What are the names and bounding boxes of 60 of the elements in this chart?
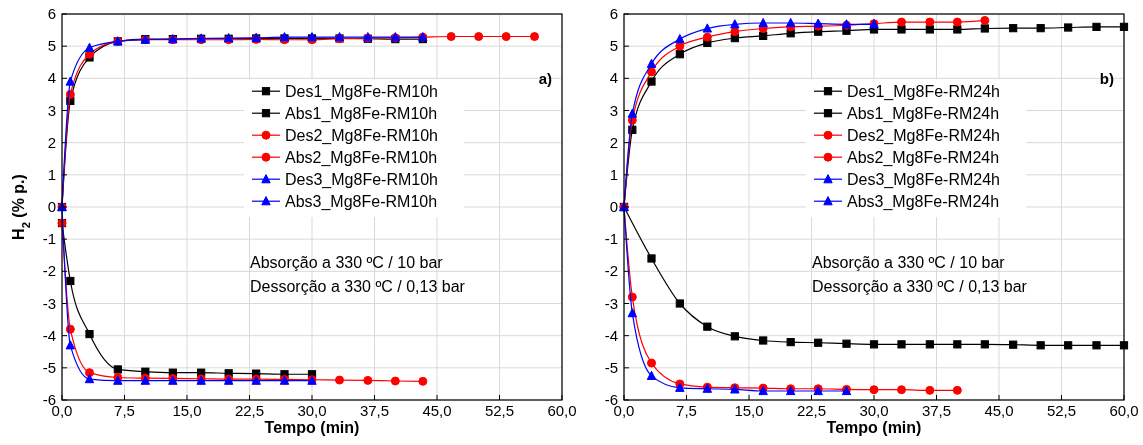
legend-label: Des3_Mg8Fe-RM10h [285, 171, 438, 190]
x-tick-label: 15,0 [734, 402, 764, 419]
y-tick-label: -1 [604, 230, 618, 248]
y-tick-label: 0 [609, 198, 618, 215]
y-tick-label: 4 [609, 69, 618, 87]
x-tick-label: 37,5 [359, 402, 390, 419]
x-tick-label: 30,0 [859, 402, 889, 419]
y-tick-label: 1 [609, 165, 618, 183]
x-axis-title: Tempo (min) [264, 419, 360, 436]
y-tick-label: 3 [609, 101, 618, 119]
annotation: Absorção a 330 ºC / 10 bar [812, 254, 1006, 272]
legend-label: Abs2_Mg8Fe-RM10h [285, 149, 438, 168]
y-tick-label: 6 [47, 5, 56, 22]
legend-label: Abs3_Mg8Fe-RM24h [847, 193, 1000, 212]
legend-label: Abs2_Mg8Fe-RM24h [847, 149, 1000, 168]
x-tick-label: 15,0 [172, 402, 202, 419]
x-tick-label: 7,5 [676, 402, 697, 419]
y-tick-label: 0 [47, 198, 56, 215]
x-axis-title: Tempo (min) [826, 419, 922, 436]
y-tick-label: 2 [47, 133, 56, 151]
x-tick-label: 7,5 [114, 402, 135, 419]
annotation: Dessorção a 330 ºC / 0,13 bar [812, 278, 1028, 296]
legend-label: Abs1_Mg8Fe-RM10h [285, 105, 438, 124]
annotation: Absorção a 330 ºC / 10 bar [250, 254, 444, 272]
y-tick-label: 5 [47, 37, 56, 55]
y-tick-label: 3 [47, 101, 56, 119]
y-tick-label: -2 [42, 262, 56, 280]
y-tick-label: -1 [42, 230, 56, 248]
annotation: b) [1099, 70, 1114, 88]
legend-label: Des1_Mg8Fe-RM10h [285, 83, 438, 102]
y-tick-label: -5 [604, 358, 618, 376]
x-tick-label: 45,0 [422, 402, 452, 419]
y-tick-label: 4 [47, 69, 56, 87]
y-tick-label: -4 [604, 326, 618, 344]
x-tick-label: 60,0 [1109, 402, 1139, 419]
y-tick-label: -5 [42, 358, 56, 376]
x-tick-label: 37,5 [921, 402, 952, 419]
legend-label: Abs3_Mg8Fe-RM10h [285, 193, 438, 212]
annotation: a) [538, 70, 552, 88]
x-tick-label: 45,0 [984, 402, 1014, 419]
legend-label: Des2_Mg8Fe-RM24h [847, 127, 1000, 146]
y-tick-label: 6 [609, 5, 618, 22]
annotation: Dessorção a 330 ºC / 0,13 bar [250, 278, 466, 296]
y-tick-label: 2 [609, 133, 618, 151]
x-tick-label: 22,5 [796, 402, 827, 419]
y-tick-label: 5 [609, 37, 618, 55]
legend-label: Des3_Mg8Fe-RM24h [847, 171, 1000, 190]
x-tick-label: 22,5 [234, 402, 265, 419]
y-tick-label: -2 [604, 262, 618, 280]
y-tick-label: -3 [42, 294, 56, 312]
x-tick-label: 60,0 [547, 402, 577, 419]
x-tick-label: 30,0 [297, 402, 327, 419]
x-tick-label: 52,5 [484, 402, 515, 419]
legend-label: Des1_Mg8Fe-RM24h [847, 83, 1000, 102]
legend-label: Abs1_Mg8Fe-RM24h [847, 105, 1000, 124]
legend-label: Des2_Mg8Fe-RM10h [285, 127, 438, 146]
x-tick-label: 52,5 [1046, 402, 1077, 419]
y-tick-label: -4 [42, 326, 56, 344]
y-tick-label: 1 [47, 165, 56, 183]
y-tick-label: -3 [604, 294, 618, 312]
